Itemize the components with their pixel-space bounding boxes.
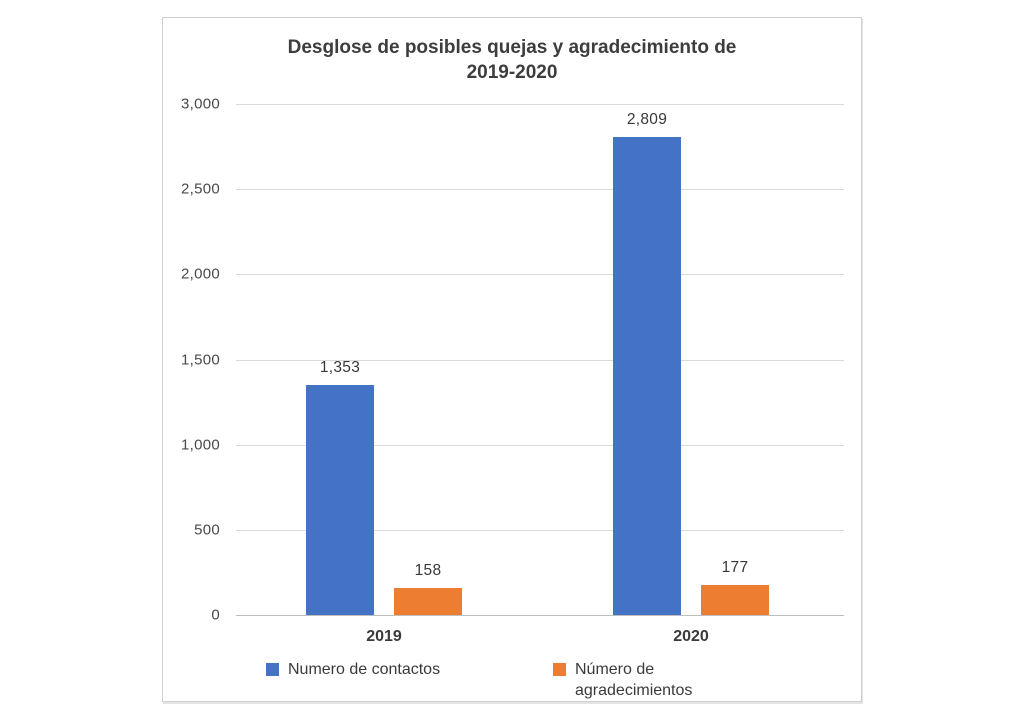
y-gridline xyxy=(236,189,844,191)
y-tick-label: 1,000 xyxy=(180,436,220,454)
x-category-label: 2019 xyxy=(366,628,402,645)
y-gridline xyxy=(236,274,844,276)
chart-title-text: Desglose de posibles quejas y agradecimi… xyxy=(287,37,737,83)
y-tick-label: 2,000 xyxy=(180,265,220,283)
y-tick-label: 3,000 xyxy=(180,95,220,113)
y-gridline xyxy=(236,104,844,105)
bar-2020-series-0 xyxy=(613,137,681,615)
y-gridline xyxy=(236,529,844,531)
y-gridline xyxy=(236,359,844,361)
chart-frame: Desglose de posibles quejas y agradecimi… xyxy=(162,17,862,702)
y-gridline xyxy=(236,444,844,446)
y-tick-label: 1,500 xyxy=(180,351,220,368)
legend-label: Número de agradecimientos xyxy=(575,661,693,699)
chart-title: Desglose de posibles quejas y agradecimi… xyxy=(163,35,861,85)
bar-2020-series-1 xyxy=(701,585,769,615)
legend-item: Numero de contactos xyxy=(266,659,440,680)
y-tick-label: 500 xyxy=(194,521,220,539)
legend: Numero de contactos Número de agradecimie… xyxy=(163,659,861,703)
legend-label: Numero de contactos xyxy=(288,661,441,678)
bar-2019-series-0 xyxy=(306,385,374,615)
y-tick-label: 2,500 xyxy=(180,180,220,198)
legend-swatch xyxy=(553,663,566,676)
x-category-label: 2020 xyxy=(673,628,709,645)
legend-item: Número de agradecimientos xyxy=(553,659,733,701)
y-tick-label: 0 xyxy=(211,606,220,624)
data-label: 177 xyxy=(721,559,749,576)
data-label: 1,353 xyxy=(319,359,361,376)
bar-2019-series-1 xyxy=(394,588,462,615)
legend-swatch xyxy=(266,663,279,676)
x-axis-line xyxy=(236,615,844,616)
data-label: 158 xyxy=(414,562,442,579)
data-label: 2,809 xyxy=(626,111,668,128)
plot-area: 0 500 1,000 1,500 2,000 2,500 3,000 1,353 158 201… xyxy=(181,96,844,645)
